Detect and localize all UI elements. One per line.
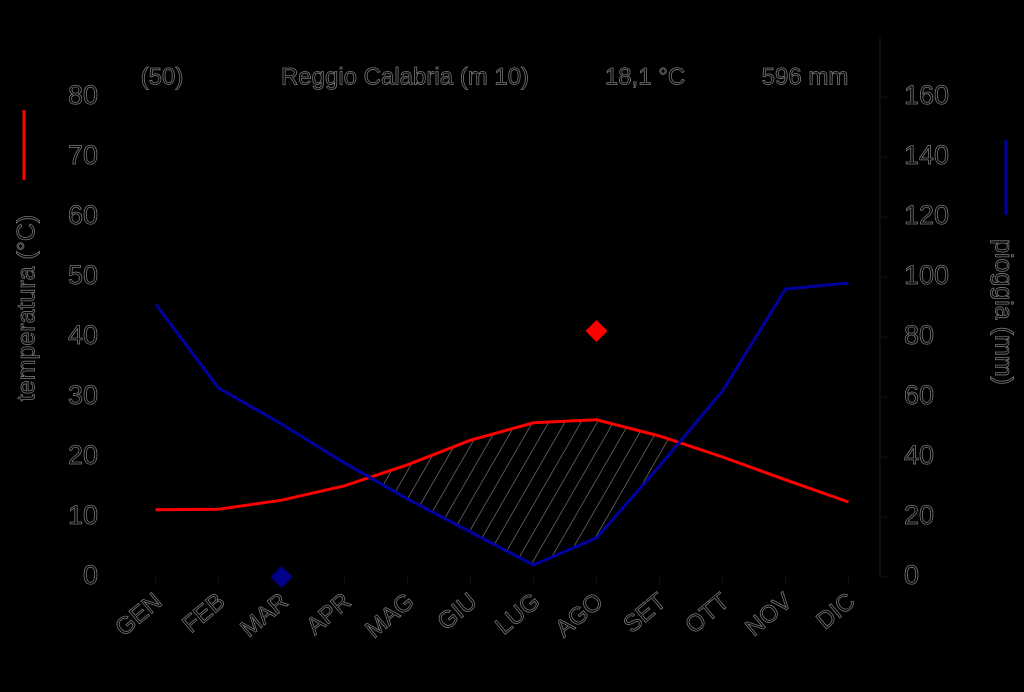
x-tick-label: MAR (235, 588, 293, 643)
y2-axis-label: pioggia (mm) (989, 239, 1017, 385)
x-tick-label: MAG (360, 588, 419, 644)
x-tick-label: NOV (740, 588, 797, 642)
y2-tick-label: 40 (904, 440, 934, 470)
y-tick-label: 30 (68, 380, 98, 410)
y-tick-label: 20 (68, 440, 98, 470)
header-text: 596 mm (762, 63, 849, 90)
marker (270, 566, 293, 588)
y2-tick-label: 0 (904, 560, 919, 590)
y-tick-label: 80 (68, 80, 98, 110)
y-tick-label: 50 (68, 260, 98, 290)
y2-tick-label: 80 (904, 320, 934, 350)
x-tick-label: DIC (811, 588, 860, 635)
x-tick-label: GIU (432, 588, 482, 636)
y-tick-label: 60 (68, 200, 98, 230)
x-tick-label: OTT (680, 588, 734, 640)
y-axis-label: temperatura (°C) (13, 215, 41, 401)
x-tick-label: AGO (550, 588, 608, 643)
y-tick-label: 70 (68, 140, 98, 170)
y-tick-label: 10 (68, 500, 98, 530)
y2-tick-label: 120 (904, 200, 949, 230)
y2-tick-label: 160 (904, 80, 949, 110)
header-text: Reggio Calabria (m 10) (281, 63, 529, 90)
y-tick-label: 0 (83, 560, 98, 590)
line (154, 281, 849, 567)
y2-tick-label: 140 (904, 140, 949, 170)
arid-area (369, 419, 680, 565)
x-tick-label: APR (301, 588, 356, 640)
y2-tick-label: 20 (904, 500, 934, 530)
x-tick-label: SET (618, 588, 671, 639)
y2-tick-label: 100 (904, 260, 949, 290)
marker (585, 320, 608, 342)
x-tick-label: GEN (110, 588, 167, 642)
line (155, 418, 849, 512)
header-text: 18,1 °C (605, 63, 685, 90)
header-text: (50) (141, 63, 184, 90)
x-tick-label: LUG (490, 588, 545, 640)
x-tick-label: FEB (177, 588, 230, 639)
y2-tick-label: 60 (904, 380, 934, 410)
y-tick-label: 40 (68, 320, 98, 350)
